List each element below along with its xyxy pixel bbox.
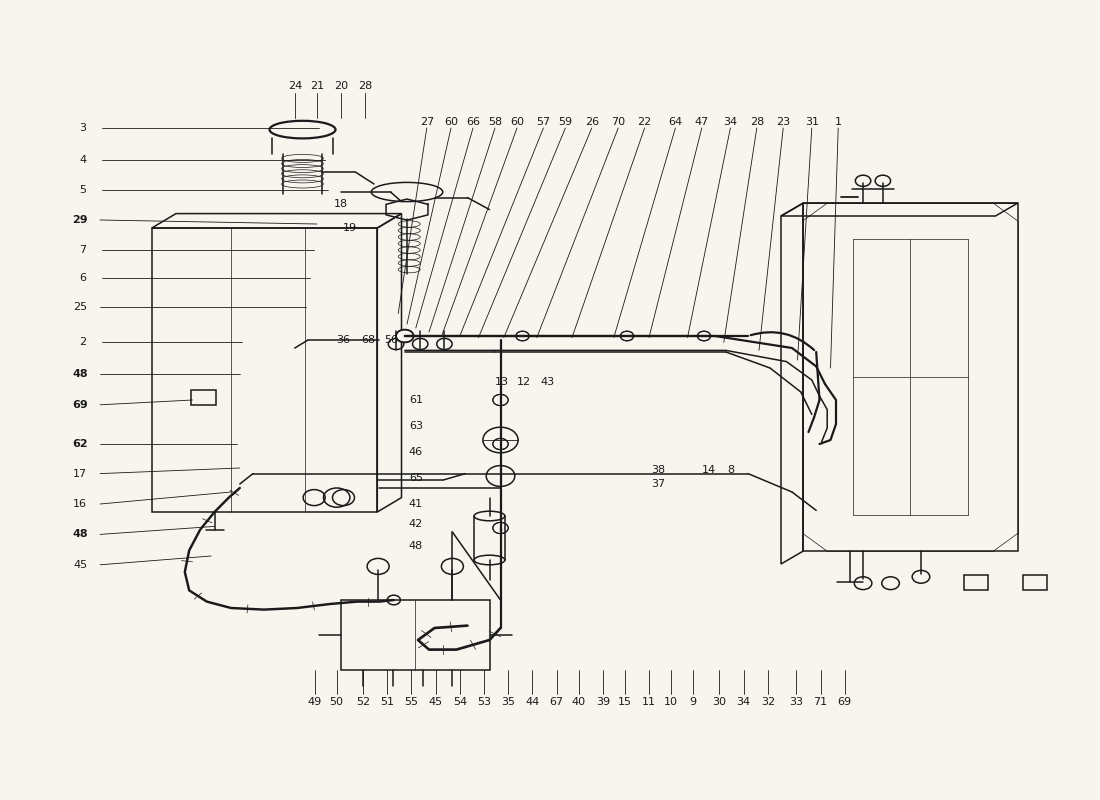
- Text: 51: 51: [381, 698, 394, 707]
- Text: 71: 71: [814, 698, 827, 707]
- Text: 35: 35: [502, 698, 515, 707]
- Text: 31: 31: [805, 117, 818, 126]
- Text: 45: 45: [74, 560, 87, 570]
- Text: 2: 2: [79, 338, 86, 347]
- Bar: [341, 600, 490, 670]
- Text: 16: 16: [74, 499, 87, 509]
- Text: 63: 63: [409, 421, 422, 430]
- Text: 7: 7: [79, 245, 86, 254]
- Circle shape: [396, 330, 414, 342]
- Text: 37: 37: [651, 479, 664, 489]
- Circle shape: [493, 522, 508, 534]
- Text: 57: 57: [537, 117, 550, 126]
- Bar: [964, 575, 988, 590]
- Text: 30: 30: [713, 698, 726, 707]
- Text: 66: 66: [466, 117, 480, 126]
- Circle shape: [516, 331, 529, 341]
- Text: 26: 26: [585, 117, 598, 126]
- Text: 68: 68: [362, 335, 375, 345]
- Text: 47: 47: [695, 117, 708, 126]
- Text: 25: 25: [74, 302, 87, 312]
- Text: 69: 69: [838, 698, 851, 707]
- Circle shape: [620, 331, 634, 341]
- Circle shape: [697, 331, 711, 341]
- Text: 20: 20: [334, 82, 348, 91]
- Text: 61: 61: [409, 395, 422, 405]
- Text: 10: 10: [664, 698, 678, 707]
- Text: 60: 60: [444, 117, 458, 126]
- Text: 13: 13: [495, 378, 508, 387]
- Text: 17: 17: [74, 469, 87, 478]
- Text: 23: 23: [777, 117, 790, 126]
- Text: 28: 28: [359, 82, 372, 91]
- Text: 27: 27: [420, 117, 433, 126]
- Text: 49: 49: [308, 698, 321, 707]
- Text: 19: 19: [343, 223, 356, 233]
- Text: 48: 48: [409, 541, 422, 550]
- Text: 69: 69: [73, 400, 88, 410]
- Text: 48: 48: [73, 370, 88, 379]
- Bar: [1023, 575, 1047, 590]
- Text: 24: 24: [288, 82, 301, 91]
- Bar: [191, 390, 216, 405]
- Text: 42: 42: [409, 519, 422, 529]
- Text: 34: 34: [737, 698, 750, 707]
- Text: 3: 3: [79, 123, 86, 133]
- Text: 67: 67: [550, 698, 563, 707]
- Text: 33: 33: [790, 698, 803, 707]
- Text: 70: 70: [612, 117, 625, 126]
- Text: 62: 62: [73, 439, 88, 449]
- Text: 64: 64: [669, 117, 682, 126]
- Text: 54: 54: [453, 698, 466, 707]
- Text: 55: 55: [405, 698, 418, 707]
- Text: 12: 12: [517, 378, 530, 387]
- Text: 9: 9: [690, 698, 696, 707]
- Text: 1: 1: [835, 117, 842, 126]
- Text: 40: 40: [572, 698, 585, 707]
- Text: 8: 8: [727, 466, 734, 475]
- Text: 38: 38: [651, 466, 664, 475]
- Text: 4: 4: [79, 155, 86, 165]
- Text: 58: 58: [488, 117, 502, 126]
- Text: 60: 60: [510, 117, 524, 126]
- Text: 6: 6: [79, 274, 86, 283]
- Text: 15: 15: [618, 698, 631, 707]
- Text: 59: 59: [559, 117, 572, 126]
- Text: 18: 18: [334, 199, 348, 209]
- Text: 44: 44: [526, 698, 539, 707]
- Text: 48: 48: [73, 530, 88, 539]
- Circle shape: [493, 438, 508, 450]
- Text: 56: 56: [385, 335, 398, 345]
- Text: 22: 22: [638, 117, 651, 126]
- Text: 28: 28: [750, 117, 763, 126]
- Text: 21: 21: [310, 82, 323, 91]
- Text: 32: 32: [761, 698, 774, 707]
- Bar: [152, 228, 377, 512]
- Bar: [803, 203, 1018, 551]
- Circle shape: [493, 394, 508, 406]
- Text: 11: 11: [642, 698, 656, 707]
- Text: 5: 5: [79, 186, 86, 195]
- Text: 36: 36: [337, 335, 350, 345]
- Text: 43: 43: [541, 378, 554, 387]
- Text: 14: 14: [702, 466, 715, 475]
- Text: 41: 41: [409, 499, 422, 509]
- Text: 39: 39: [596, 698, 609, 707]
- Text: 53: 53: [477, 698, 491, 707]
- Text: 34: 34: [724, 117, 737, 126]
- Text: 50: 50: [330, 698, 343, 707]
- Text: 46: 46: [409, 447, 422, 457]
- Text: 52: 52: [356, 698, 370, 707]
- Text: 65: 65: [409, 474, 422, 483]
- Text: 45: 45: [429, 698, 442, 707]
- Text: 29: 29: [73, 215, 88, 225]
